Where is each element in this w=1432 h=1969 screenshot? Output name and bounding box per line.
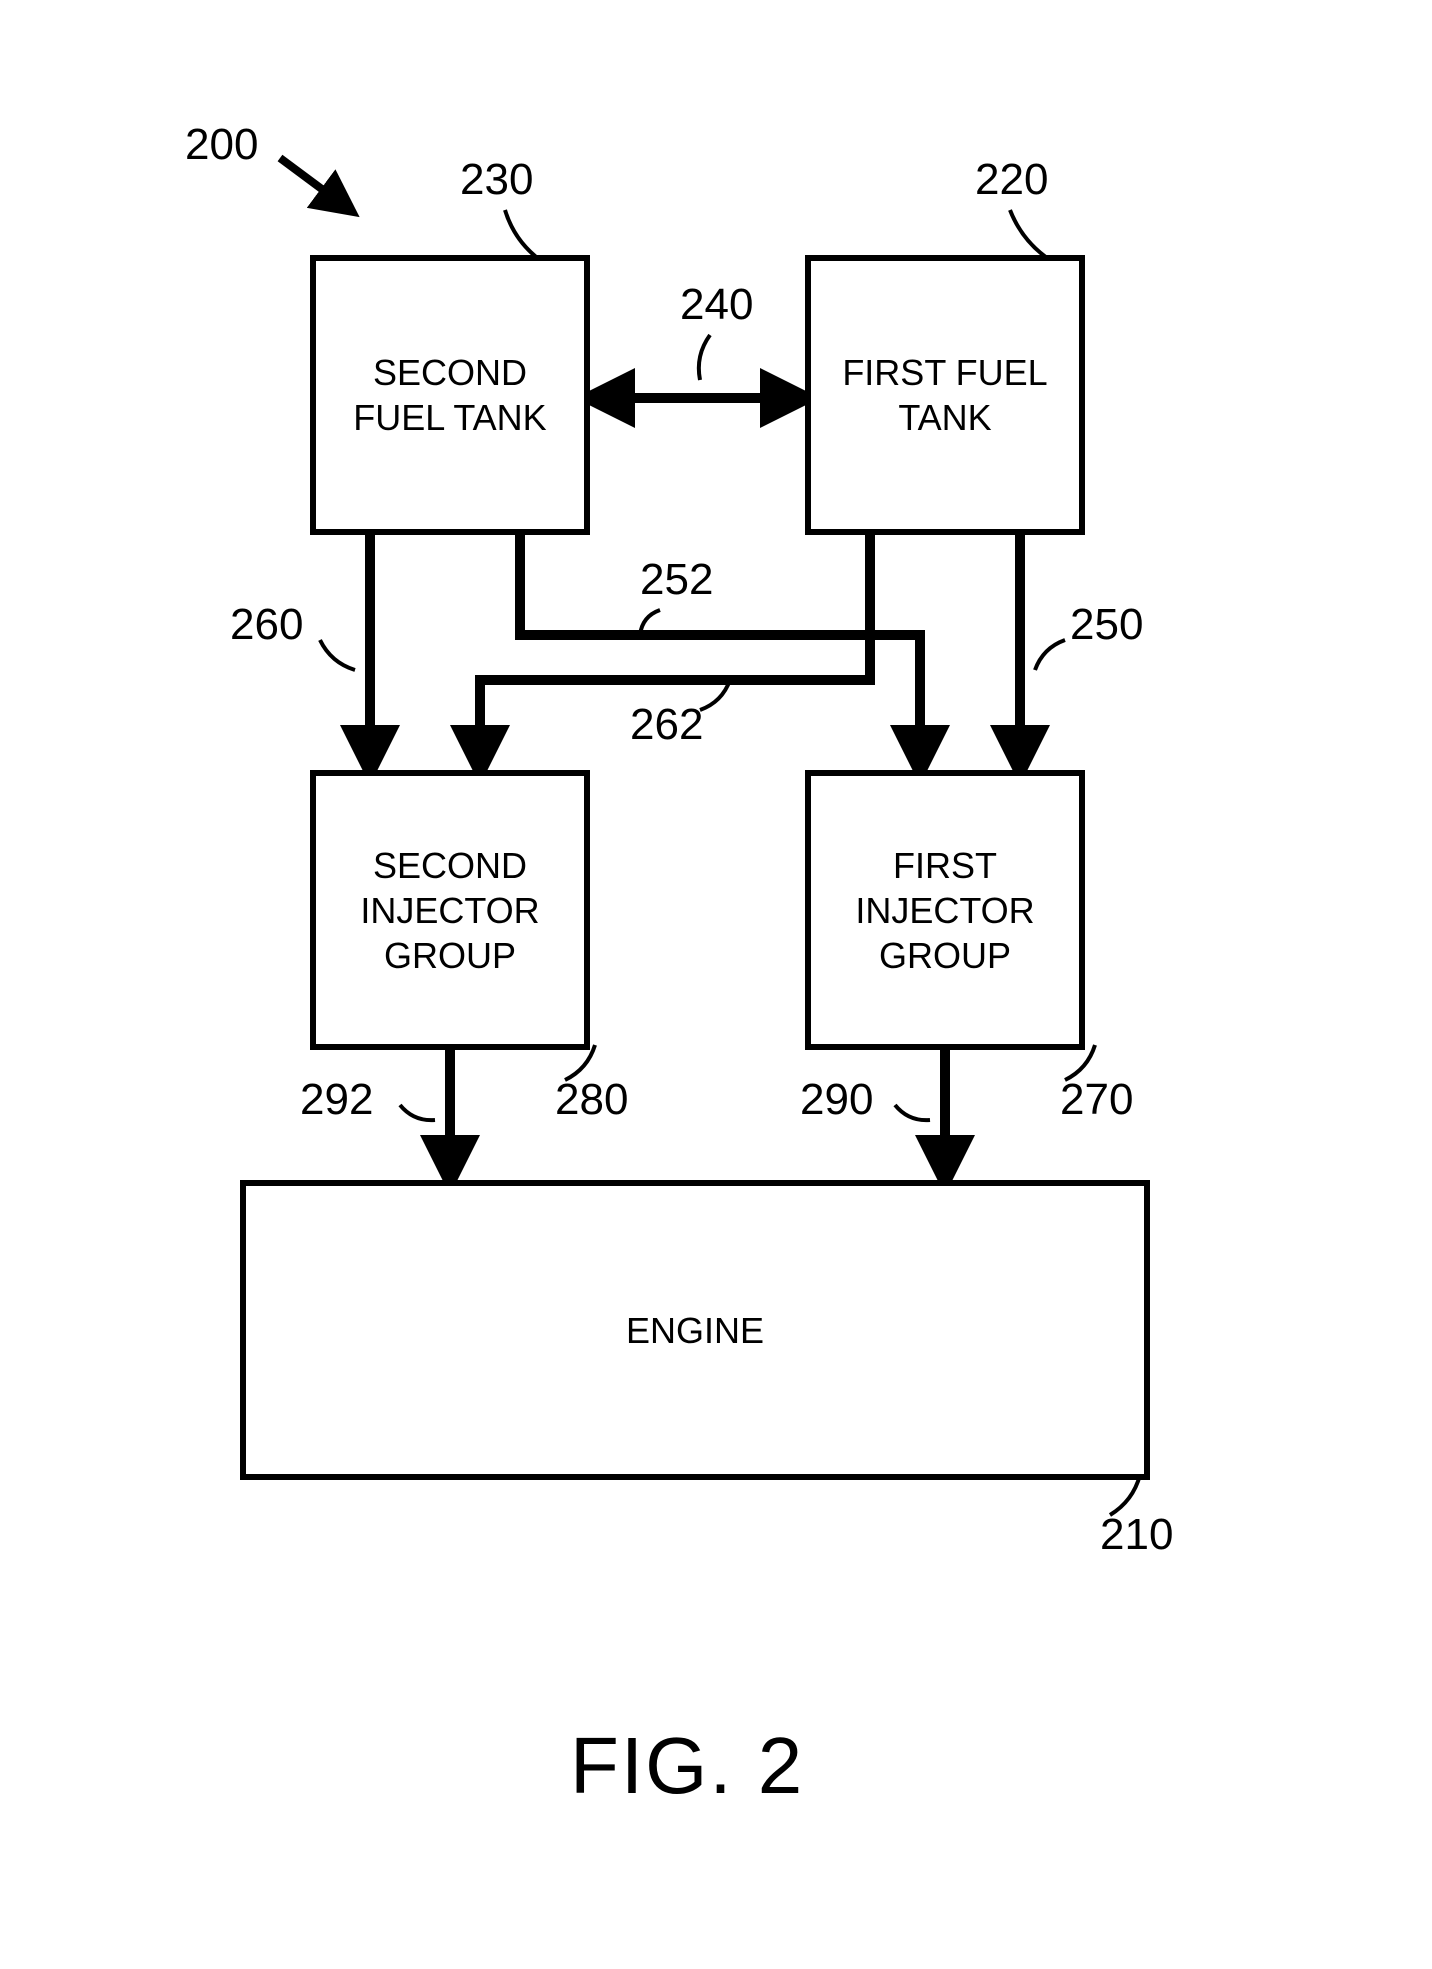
second-injector-group-box: SECONDINJECTORGROUP bbox=[310, 770, 590, 1050]
engine-label: ENGINE bbox=[626, 1308, 764, 1353]
ref-200: 200 bbox=[185, 120, 258, 170]
figure-caption: FIG. 2 bbox=[570, 1720, 804, 1812]
second-injector-group-label: SECONDINJECTORGROUP bbox=[360, 843, 539, 978]
second-fuel-tank-label: SECONDFUEL TANK bbox=[353, 350, 546, 440]
first-injector-group-label: FIRSTINJECTORGROUP bbox=[855, 843, 1034, 978]
diagram-canvas: SECONDFUEL TANK FIRST FUELTANK SECONDINJ… bbox=[0, 0, 1432, 1969]
ref-230: 230 bbox=[460, 155, 533, 205]
ref-220: 220 bbox=[975, 155, 1048, 205]
first-fuel-tank-label: FIRST FUELTANK bbox=[842, 350, 1047, 440]
first-fuel-tank-box: FIRST FUELTANK bbox=[805, 255, 1085, 535]
ref-260: 260 bbox=[230, 600, 303, 650]
ref-210: 210 bbox=[1100, 1510, 1173, 1560]
first-injector-group-box: FIRSTINJECTORGROUP bbox=[805, 770, 1085, 1050]
ref-292: 292 bbox=[300, 1075, 373, 1125]
engine-box: ENGINE bbox=[240, 1180, 1150, 1480]
ref-262: 262 bbox=[630, 700, 703, 750]
ref-252: 252 bbox=[640, 555, 713, 605]
ref-270: 270 bbox=[1060, 1075, 1133, 1125]
ref-280: 280 bbox=[555, 1075, 628, 1125]
ref-290: 290 bbox=[800, 1075, 873, 1125]
second-fuel-tank-box: SECONDFUEL TANK bbox=[310, 255, 590, 535]
ref-250: 250 bbox=[1070, 600, 1143, 650]
ref-240: 240 bbox=[680, 280, 753, 330]
